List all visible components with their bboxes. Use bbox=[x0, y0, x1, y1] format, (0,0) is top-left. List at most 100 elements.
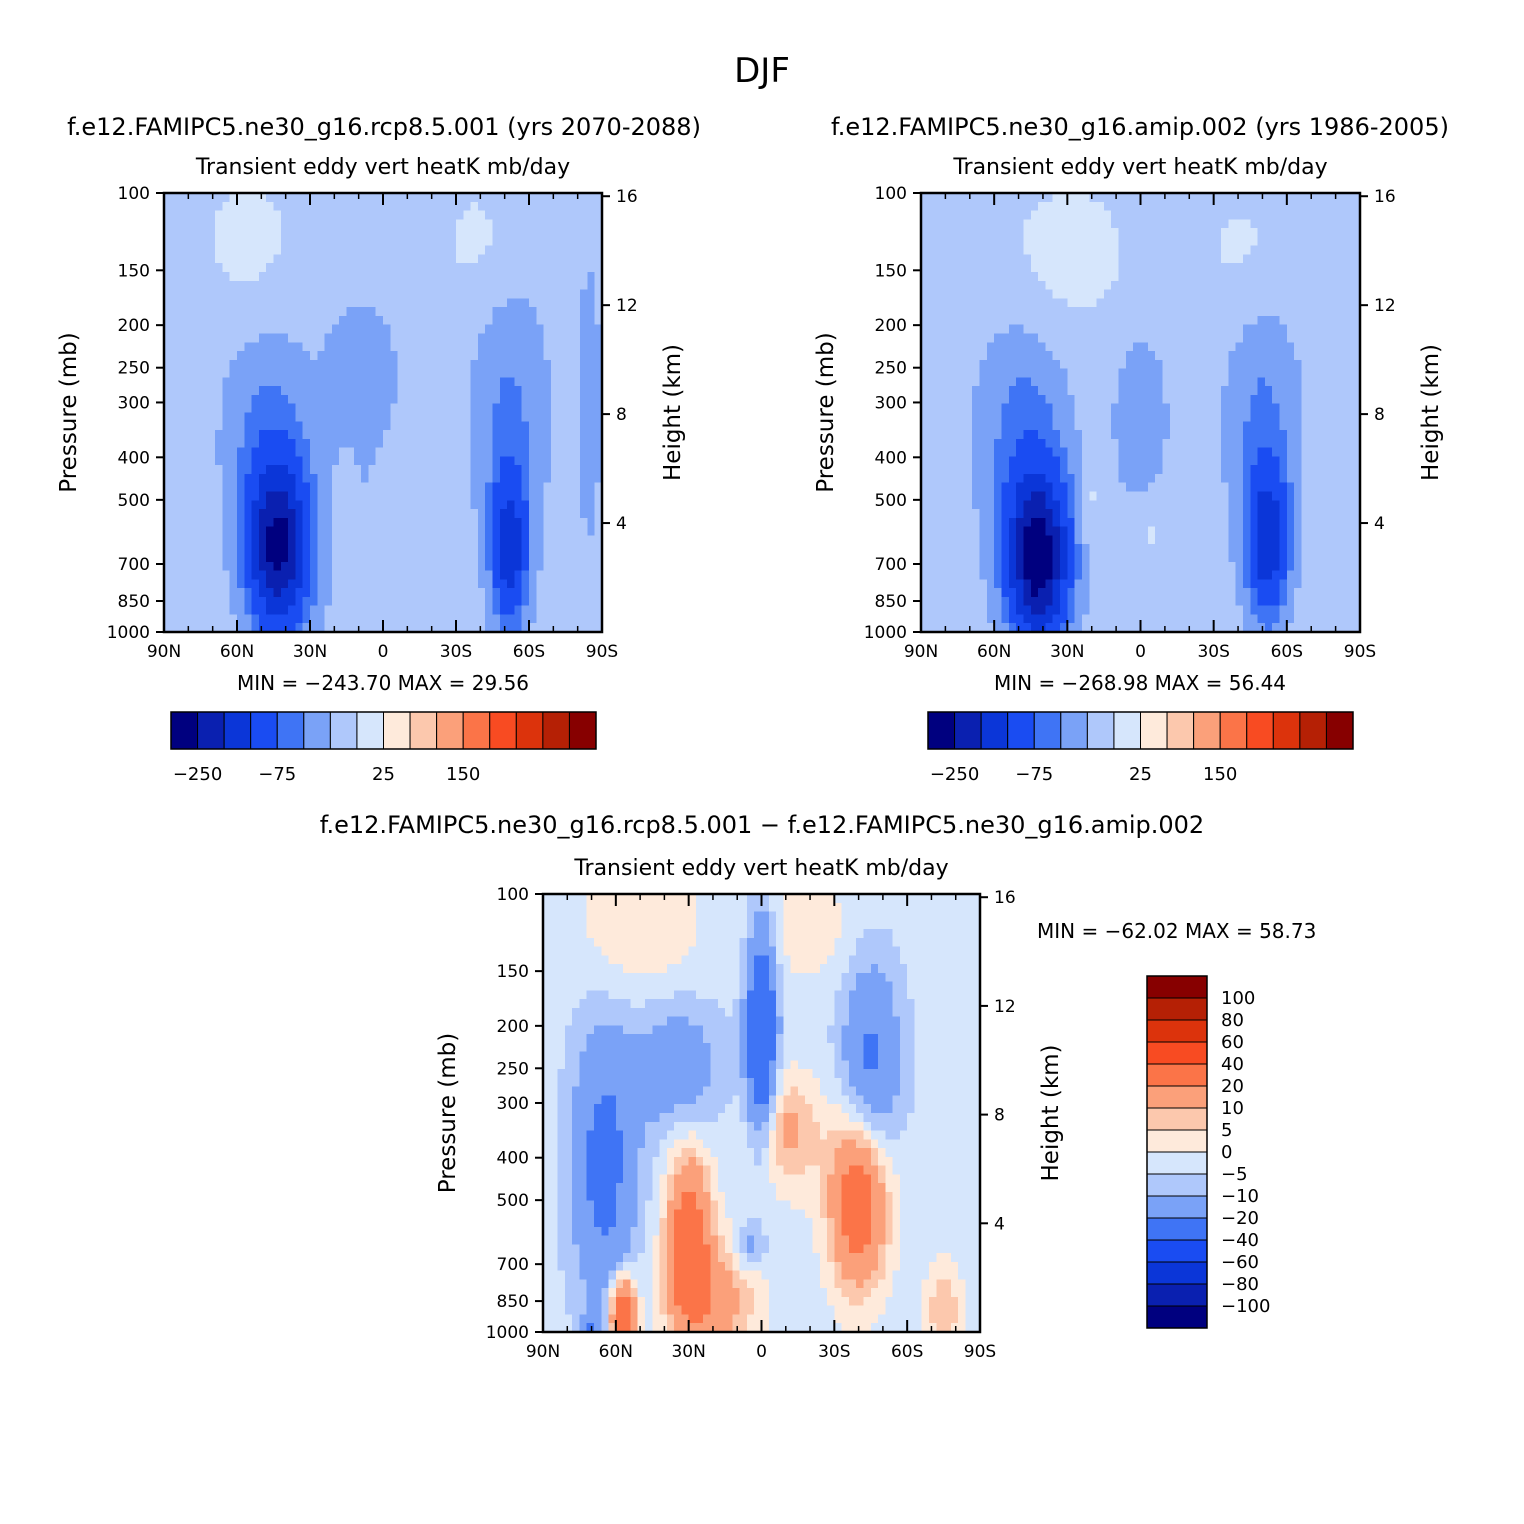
heatmap-cell bbox=[295, 219, 304, 229]
heatmap-cell bbox=[521, 447, 530, 457]
heatmap-cell bbox=[514, 456, 523, 466]
heatmap-cell bbox=[397, 430, 406, 440]
heatmap-cell bbox=[1155, 368, 1164, 378]
heatmap-cell bbox=[1272, 245, 1281, 256]
heatmap-cell bbox=[470, 307, 479, 317]
heatmap-cell bbox=[463, 333, 472, 343]
heatmap-cell bbox=[1338, 254, 1346, 264]
heatmap-cell bbox=[171, 596, 180, 607]
heatmap-cell bbox=[565, 491, 574, 501]
heatmap-cell bbox=[950, 263, 959, 273]
heatmap-cell bbox=[543, 228, 552, 238]
heatmap-cell bbox=[1250, 201, 1259, 212]
heatmap-cell bbox=[1301, 272, 1310, 282]
heatmap-cell bbox=[1169, 210, 1178, 220]
heatmap-cell bbox=[390, 228, 399, 238]
heatmap-cell bbox=[979, 377, 988, 387]
heatmap-cell bbox=[1016, 219, 1025, 229]
heatmap-cell bbox=[470, 412, 479, 422]
heatmap-cell bbox=[1257, 219, 1266, 229]
pressure-tick-label: 200 bbox=[118, 316, 150, 336]
heatmap-cell bbox=[1294, 315, 1303, 326]
heatmap-cell bbox=[1316, 201, 1325, 212]
heatmap-cell bbox=[361, 368, 369, 378]
heatmap-cell bbox=[1257, 394, 1266, 405]
heatmap-cell bbox=[935, 333, 944, 343]
heatmap-cell bbox=[536, 368, 545, 378]
heatmap-cell bbox=[397, 544, 406, 554]
heatmap-cell bbox=[492, 412, 501, 422]
heatmap-cell bbox=[200, 324, 209, 335]
heatmap-cell bbox=[200, 465, 209, 475]
heatmap-cell bbox=[1016, 263, 1025, 273]
heatmap-cell bbox=[331, 210, 340, 220]
heatmap-cell bbox=[550, 272, 559, 282]
heatmap-cell bbox=[994, 386, 1003, 396]
heatmap-cell bbox=[368, 298, 377, 308]
heatmap-cell bbox=[1118, 412, 1127, 422]
heatmap-cell bbox=[171, 289, 180, 299]
heatmap-cell bbox=[499, 193, 508, 203]
heatmap-cell bbox=[514, 570, 523, 580]
heatmap-cell bbox=[448, 438, 457, 449]
heatmap-cell bbox=[339, 272, 348, 282]
heatmap-cell bbox=[280, 272, 289, 282]
heatmap-cell bbox=[1089, 201, 1098, 212]
heatmap-cell bbox=[463, 588, 472, 598]
heatmap-cell bbox=[986, 272, 995, 282]
heatmap-cell bbox=[171, 535, 180, 545]
heatmap-cell bbox=[310, 254, 318, 264]
heatmap-cell bbox=[565, 544, 574, 554]
heatmap-cell bbox=[529, 307, 537, 317]
heatmap-cell bbox=[572, 430, 581, 440]
heatmap-cell bbox=[1016, 324, 1025, 335]
heatmap-cell bbox=[251, 509, 260, 519]
heatmap-cell bbox=[964, 359, 973, 370]
heatmap-cell bbox=[979, 456, 988, 466]
heatmap-cell bbox=[1257, 351, 1266, 361]
heatmap-cell bbox=[1228, 386, 1237, 396]
heatmap-cell bbox=[200, 605, 209, 616]
heatmap-cell bbox=[1074, 465, 1083, 475]
heatmap-cell bbox=[317, 509, 326, 519]
heatmap-cell bbox=[288, 588, 296, 598]
heatmap-cell bbox=[1257, 412, 1266, 422]
heatmap-cell bbox=[492, 289, 501, 299]
heatmap-cell bbox=[339, 482, 348, 493]
heatmap-cell bbox=[1169, 386, 1178, 396]
heatmap-cell bbox=[324, 526, 333, 537]
heatmap-cell bbox=[456, 193, 464, 203]
heatmap-cell bbox=[346, 552, 355, 563]
heatmap-cell bbox=[1147, 447, 1156, 457]
heatmap-cell bbox=[383, 236, 391, 247]
heatmap-cell bbox=[302, 473, 311, 484]
heatmap-cell bbox=[171, 456, 180, 466]
heatmap-cell bbox=[1184, 465, 1193, 475]
heatmap-cell bbox=[164, 526, 172, 537]
heatmap-cell bbox=[485, 324, 494, 335]
heatmap-cell bbox=[1060, 272, 1068, 282]
heatmap-cell bbox=[310, 351, 318, 361]
heatmap-cell bbox=[222, 465, 231, 475]
heatmap-cell bbox=[1330, 298, 1339, 308]
heatmap-cell bbox=[302, 605, 311, 616]
heatmap-cell bbox=[1213, 368, 1222, 378]
heatmap-cell bbox=[1235, 430, 1244, 440]
heatmap-cell bbox=[266, 552, 275, 563]
heatmap-cell bbox=[529, 456, 537, 466]
heatmap-cell bbox=[1081, 219, 1090, 229]
heatmap-cell bbox=[1264, 403, 1273, 414]
heatmap-cell bbox=[1323, 236, 1332, 247]
heatmap-cell bbox=[178, 201, 187, 212]
heatmap-cell bbox=[1323, 219, 1332, 229]
heatmap-cell bbox=[1140, 351, 1149, 361]
heatmap-cell bbox=[346, 315, 355, 326]
heatmap-cell bbox=[324, 272, 333, 282]
heatmap-cell bbox=[280, 552, 289, 563]
heatmap-cell bbox=[572, 236, 581, 247]
heatmap-cell bbox=[339, 473, 348, 484]
heatmap-cell bbox=[324, 447, 333, 457]
heatmap-cell bbox=[507, 465, 515, 475]
heatmap-cell bbox=[536, 473, 545, 484]
heatmap-cell bbox=[339, 342, 348, 352]
